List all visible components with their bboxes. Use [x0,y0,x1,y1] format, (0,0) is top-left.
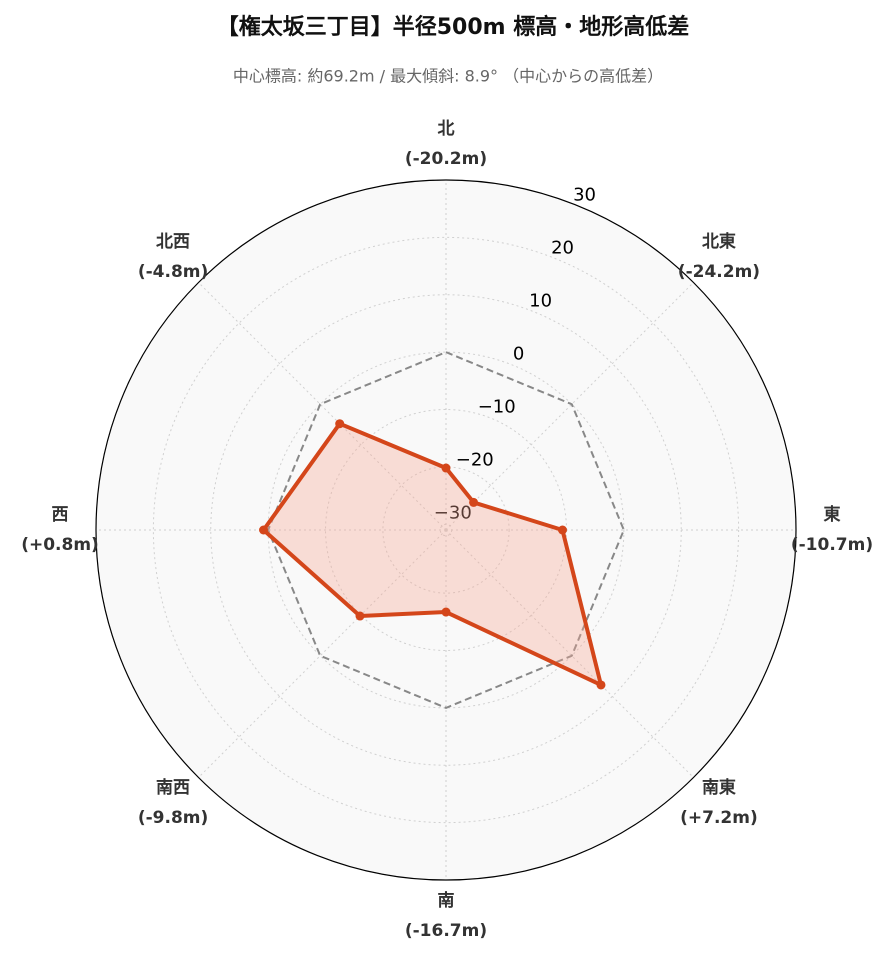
spoke [445,282,694,531]
value-label: (-16.7m) [405,921,487,941]
radial-tick-label: 0 [513,344,524,365]
reference-line [267,351,625,709]
radial-tick-label: −10 [478,397,516,418]
grid-circle [267,351,625,709]
data-point [469,497,479,507]
data-point [441,463,451,473]
data-point [441,607,451,617]
data-area [263,423,601,685]
radial-tick-label: 10 [529,291,552,312]
radial-tick-label: 30 [573,185,596,206]
radial-tick-label: 20 [551,238,574,259]
chart-subtitle: 中心標高: 約69.2m / 最大傾斜: 8.9° （中心からの高低差） [233,67,663,86]
category-label: 東 [824,504,841,525]
data-point [355,611,365,621]
data-point [596,680,606,690]
value-label: (+0.8m) [21,535,99,555]
data-point [335,419,345,429]
value-label: (-4.8m) [138,262,208,282]
value-label: (-10.7m) [791,535,873,555]
data-point [259,525,269,535]
category-label: 南東 [702,777,736,798]
grid-circle [152,236,740,824]
category-label: 西 [52,505,69,525]
value-label: (-9.8m) [138,808,208,828]
spoke [198,282,447,531]
value-label: (+7.2m) [680,808,758,828]
category-label: 南 [438,890,455,911]
data-point [557,525,567,535]
category-label: 北 [438,119,455,139]
category-label: 南西 [156,777,190,798]
plot-border [95,179,797,881]
category-label: 北西 [156,232,190,252]
radial-tick-label: −30 [434,503,472,524]
chart-title: 【権太坂三丁目】半径500m 標高・地形高低差 [217,14,690,40]
spoke [198,529,447,778]
spoke [445,529,694,778]
value-label: (-24.2m) [678,262,760,282]
radial-tick-label: −20 [456,450,494,471]
value-label: (-20.2m) [405,149,487,169]
category-label: 北東 [702,231,736,252]
